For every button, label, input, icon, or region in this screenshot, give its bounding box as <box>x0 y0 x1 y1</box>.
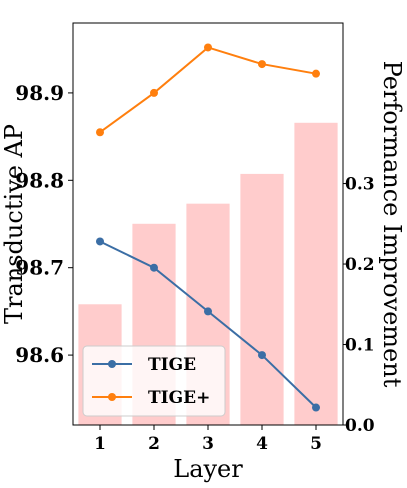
x-tick-label: 1 <box>94 434 106 454</box>
left-y-axis-label: Transductive AP <box>0 124 28 324</box>
series-line-tige-plus <box>99 46 317 134</box>
legend-label-tige-plus: TIGE+ <box>148 388 210 408</box>
left-y-tick-label: 98.6 <box>15 343 64 367</box>
left-y-axis: 98.6 98.7 98.8 98.9 <box>15 81 73 367</box>
left-y-tick-label: 98.9 <box>15 81 64 105</box>
series-point-tige <box>312 403 320 412</box>
improvement-bar <box>240 173 284 425</box>
series-point-tige <box>204 307 212 316</box>
series-point-tige <box>150 263 158 272</box>
series-point-tige-plus <box>204 43 212 52</box>
right-y-tick-label: 0.1 <box>345 336 375 356</box>
right-y-tick-label: 0.2 <box>345 255 375 275</box>
bars-layer <box>78 122 338 425</box>
series-point-tige-plus <box>312 69 320 78</box>
right-y-axis-label: Performance Improvement <box>378 61 406 388</box>
series-point-tige-plus <box>96 128 104 137</box>
improvement-bar <box>294 122 338 425</box>
legend-label-tige: TIGE <box>148 355 196 375</box>
x-tick-label: 2 <box>148 434 160 454</box>
right-y-tick-label: 0.3 <box>345 175 375 195</box>
x-tick-label: 3 <box>202 434 214 454</box>
series-point-tige <box>258 351 266 360</box>
lines-layer <box>96 43 320 412</box>
x-axis-label: Layer <box>173 455 243 483</box>
right-y-axis: 0.0 0.1 0.2 0.3 <box>343 175 375 436</box>
x-tick-label: 4 <box>256 434 268 454</box>
left-y-tick-label: 98.7 <box>15 256 64 280</box>
legend-swatch-tige-plus-marker <box>108 393 116 401</box>
series-point-tige-plus <box>258 60 266 69</box>
x-axis: 1 2 3 4 5 <box>94 425 322 454</box>
series-point-tige-plus <box>150 88 158 97</box>
x-tick-label: 5 <box>310 434 322 454</box>
legend-swatch-tige-marker <box>108 360 116 368</box>
legend: TIGE TIGE+ <box>82 345 226 417</box>
right-y-tick-label: 0.0 <box>345 416 375 436</box>
left-y-tick-label: 98.8 <box>15 168 64 192</box>
series-point-tige <box>96 237 104 246</box>
